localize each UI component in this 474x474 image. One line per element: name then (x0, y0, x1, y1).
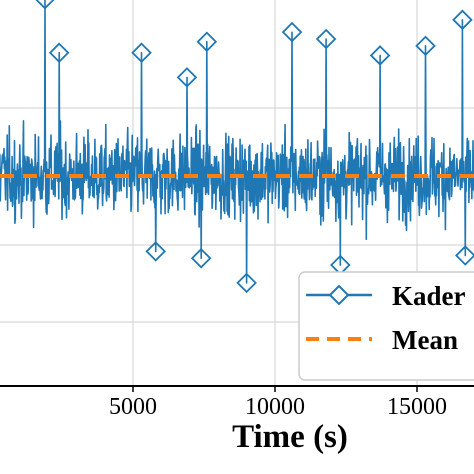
data-point-marker (281, 21, 303, 43)
x-tick-label: 15000 (387, 394, 447, 420)
data-point-marker (315, 28, 337, 50)
series-line-kader (0, 0, 474, 284)
data-point-marker (455, 245, 474, 266)
x-tick-label: 10000 (245, 394, 305, 420)
legend-kader-label: Kader (392, 281, 466, 311)
data-point-marker (452, 9, 473, 31)
data-point-marker (190, 247, 212, 269)
data-point-marker (236, 272, 257, 294)
data-point-marker (48, 42, 70, 63)
x-ticks: 5000 10000 15000 (109, 386, 447, 420)
data-point-marker (176, 67, 198, 88)
data-point-marker (415, 35, 436, 57)
data-point-marker (145, 241, 166, 262)
legend: Kader Mean (298, 271, 474, 381)
data-point-marker (131, 42, 152, 63)
legend-kader-marker (328, 284, 350, 306)
data-point-marker (196, 31, 218, 53)
data-point-marker (35, 0, 55, 10)
x-tick-label: 5000 (109, 394, 157, 420)
data-point-marker (369, 45, 391, 66)
series-layer (0, 0, 474, 294)
legend-mean-label: Mean (392, 325, 458, 355)
x-axis-label: Time (s) (232, 419, 348, 455)
